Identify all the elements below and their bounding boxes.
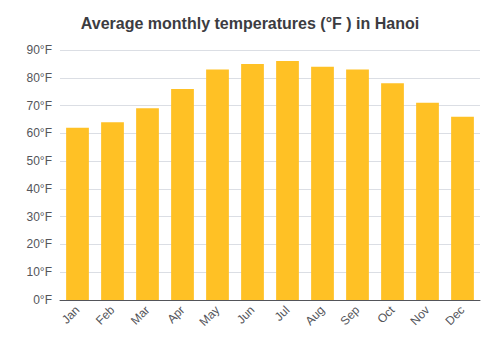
svg-text:30°F: 30°F: [27, 210, 52, 224]
svg-text:80°F: 80°F: [27, 71, 52, 85]
svg-text:Feb: Feb: [93, 303, 118, 328]
svg-text:Jul: Jul: [272, 303, 293, 324]
svg-text:Jun: Jun: [234, 303, 258, 327]
svg-text:Jan: Jan: [59, 303, 83, 327]
svg-text:40°F: 40°F: [27, 182, 52, 196]
svg-text:Average monthly temperatures (: Average monthly temperatures (°F ) in Ha…: [81, 15, 419, 32]
svg-text:50°F: 50°F: [27, 154, 52, 168]
svg-text:Nov: Nov: [407, 303, 432, 328]
svg-text:0°F: 0°F: [33, 293, 52, 307]
svg-text:70°F: 70°F: [27, 99, 52, 113]
svg-text:Dec: Dec: [442, 303, 467, 328]
svg-text:60°F: 60°F: [27, 126, 52, 140]
svg-text:Sep: Sep: [337, 303, 362, 328]
svg-text:Oct: Oct: [374, 303, 398, 327]
svg-text:20°F: 20°F: [27, 237, 52, 251]
svg-text:90°F: 90°F: [27, 43, 52, 57]
svg-text:Aug: Aug: [302, 303, 327, 328]
svg-text:May: May: [197, 303, 223, 329]
svg-text:Apr: Apr: [164, 303, 187, 326]
svg-text:Mar: Mar: [128, 303, 153, 327]
svg-text:10°F: 10°F: [27, 265, 52, 279]
